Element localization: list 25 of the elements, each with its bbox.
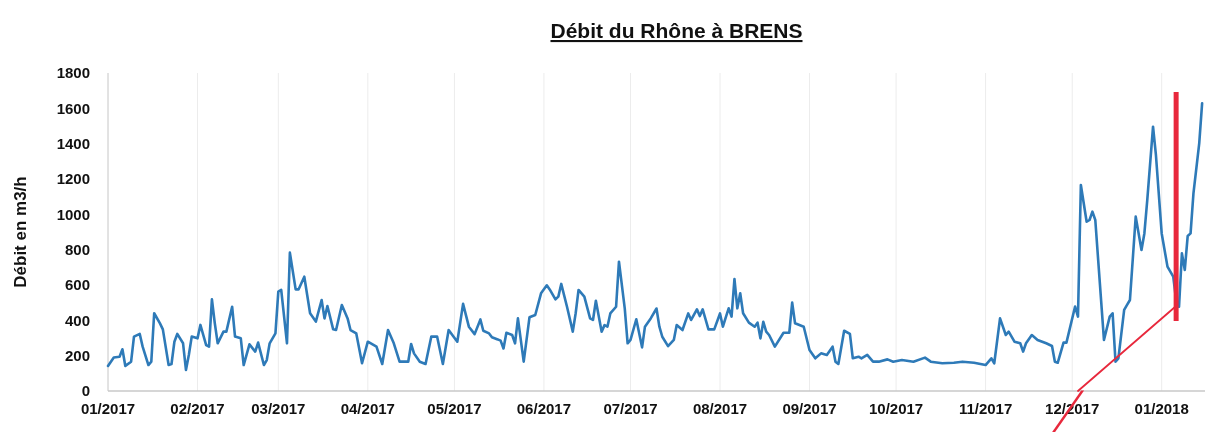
x-tick-label: 03/2017 — [251, 400, 306, 417]
x-tick-label: 11/2017 — [958, 400, 1013, 417]
x-tick-label: 01/2017 — [80, 400, 136, 417]
y-tick-label: 1400 — [56, 134, 90, 152]
y-tick-label: 1000 — [56, 205, 90, 223]
y-tick-label: 1800 — [56, 64, 90, 82]
y-tick-label: 1600 — [56, 99, 90, 117]
y-tick-label: 400 — [64, 311, 90, 329]
x-tick-label: 06/2017 — [516, 400, 572, 417]
x-tick-label: 01/2018 — [1134, 400, 1189, 417]
y-tick-label: 200 — [64, 346, 90, 364]
x-tick-label: 05/2017 — [427, 400, 482, 417]
y-axis-title: Débit en m3/h — [11, 176, 30, 288]
y-tick-label: 800 — [64, 240, 90, 258]
x-tick-label: 10/2017 — [868, 400, 924, 417]
x-tick-label: 07/2017 — [603, 400, 658, 417]
x-tick-label: 09/2017 — [782, 400, 837, 417]
y-tick-label: 1200 — [56, 170, 90, 188]
x-tick-label: 02/2017 — [170, 400, 225, 417]
x-tick-label: 08/2017 — [692, 400, 748, 417]
y-tick-label: 600 — [64, 276, 90, 294]
x-tick-label: 04/2017 — [340, 400, 395, 417]
line-series — [106, 102, 1204, 372]
chart-title: Débit du Rhône à BRENS — [550, 19, 803, 42]
y-tick-label: 0 — [81, 382, 90, 400]
